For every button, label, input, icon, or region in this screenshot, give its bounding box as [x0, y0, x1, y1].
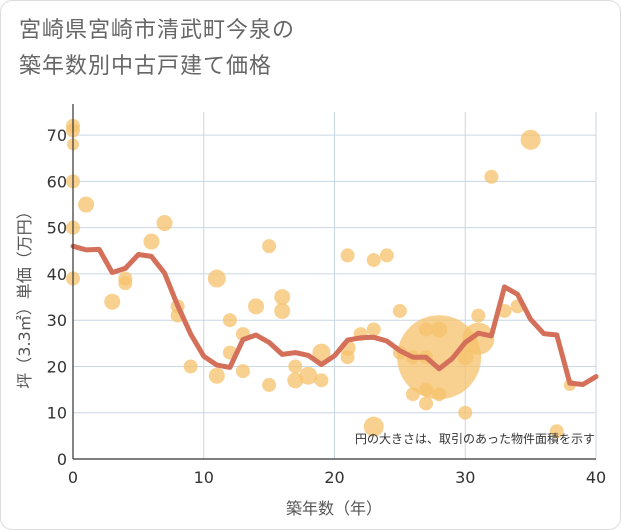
data-bubble-23: [262, 377, 277, 392]
data-bubble-49: [432, 387, 447, 402]
data-bubble-58: [549, 424, 564, 439]
data-bubble-7: [104, 293, 121, 310]
data-bubble-50: [457, 349, 474, 366]
x-tick-label-3: 30: [455, 468, 475, 487]
data-bubble-29: [312, 343, 331, 362]
y-tick-label-2: 20: [47, 357, 67, 376]
y-axis-label: 坪（3.3㎡）単価（万円）: [15, 203, 34, 388]
data-bubble-6: [78, 196, 95, 213]
y-tick-label-1: 10: [47, 404, 67, 423]
data-bubble-17: [222, 313, 237, 328]
data-bubble-25: [274, 302, 291, 319]
y-tick-label-3: 30: [47, 311, 67, 330]
chart-title-line-2: 築年数別中古戸建て価格: [19, 54, 273, 79]
data-bubble-21: [248, 298, 265, 315]
chart-title-line-1: 宮崎県宮崎市清武町今泉の: [19, 18, 296, 43]
x-axis-label: 築年数（年）: [286, 499, 382, 518]
x-tick-label-1: 10: [194, 468, 214, 487]
data-bubble-35: [366, 253, 381, 268]
data-bubble-31: [340, 248, 355, 263]
data-bubble-54: [484, 169, 499, 184]
data-bubble-30: [314, 373, 329, 388]
data-bubble-53: [462, 322, 495, 355]
y-tick-label-4: 40: [47, 265, 67, 284]
y-tick-label-6: 60: [47, 172, 67, 191]
bubble-layer: [66, 118, 576, 439]
data-bubble-16: [208, 367, 225, 384]
x-tick-label-2: 20: [324, 468, 344, 487]
data-bubble-48: [431, 321, 448, 338]
data-bubble-11: [156, 215, 173, 232]
data-bubble-38: [379, 248, 394, 263]
data-bubble-24: [274, 289, 291, 306]
data-bubble-26: [288, 359, 303, 374]
data-bubble-37: [363, 416, 384, 437]
data-bubble-46: [419, 396, 434, 411]
data-bubble-39: [392, 303, 407, 318]
y-tick-label-0: 0: [57, 450, 67, 469]
data-bubble-10: [143, 233, 160, 250]
chart-title: 宮崎県宮崎市清武町今泉の 築年数別中古戸建て価格: [19, 13, 295, 85]
bubble-size-note: 円の大きさは、取引のあった物件面積を示す: [355, 431, 595, 446]
trend-line: [70, 243, 599, 387]
data-bubble-15: [207, 269, 226, 288]
data-bubble-36: [366, 322, 381, 337]
data-bubble-57: [520, 129, 541, 150]
data-bubble-51: [458, 405, 473, 420]
x-tick-label-4: 40: [586, 468, 606, 487]
x-tick-label-0: 0: [68, 468, 78, 487]
y-tick-label-7: 70: [47, 126, 67, 145]
grid-lines: [73, 112, 597, 459]
data-bubble-33: [340, 350, 355, 365]
y-tick-label-5: 50: [47, 219, 67, 238]
tick-labels: 0 10 20 30 40 50 60 70 0 10 20 30 40: [47, 126, 607, 487]
data-bubble-28: [299, 366, 318, 385]
data-bubble-20: [235, 364, 250, 379]
data-bubble-14: [183, 359, 198, 374]
data-bubble-9: [118, 271, 133, 286]
data-bubble-52: [471, 308, 486, 323]
data-bubble-27: [287, 372, 304, 389]
axes: [72, 104, 596, 460]
data-bubble-22: [262, 239, 277, 254]
data-bubble-47: [397, 315, 482, 400]
